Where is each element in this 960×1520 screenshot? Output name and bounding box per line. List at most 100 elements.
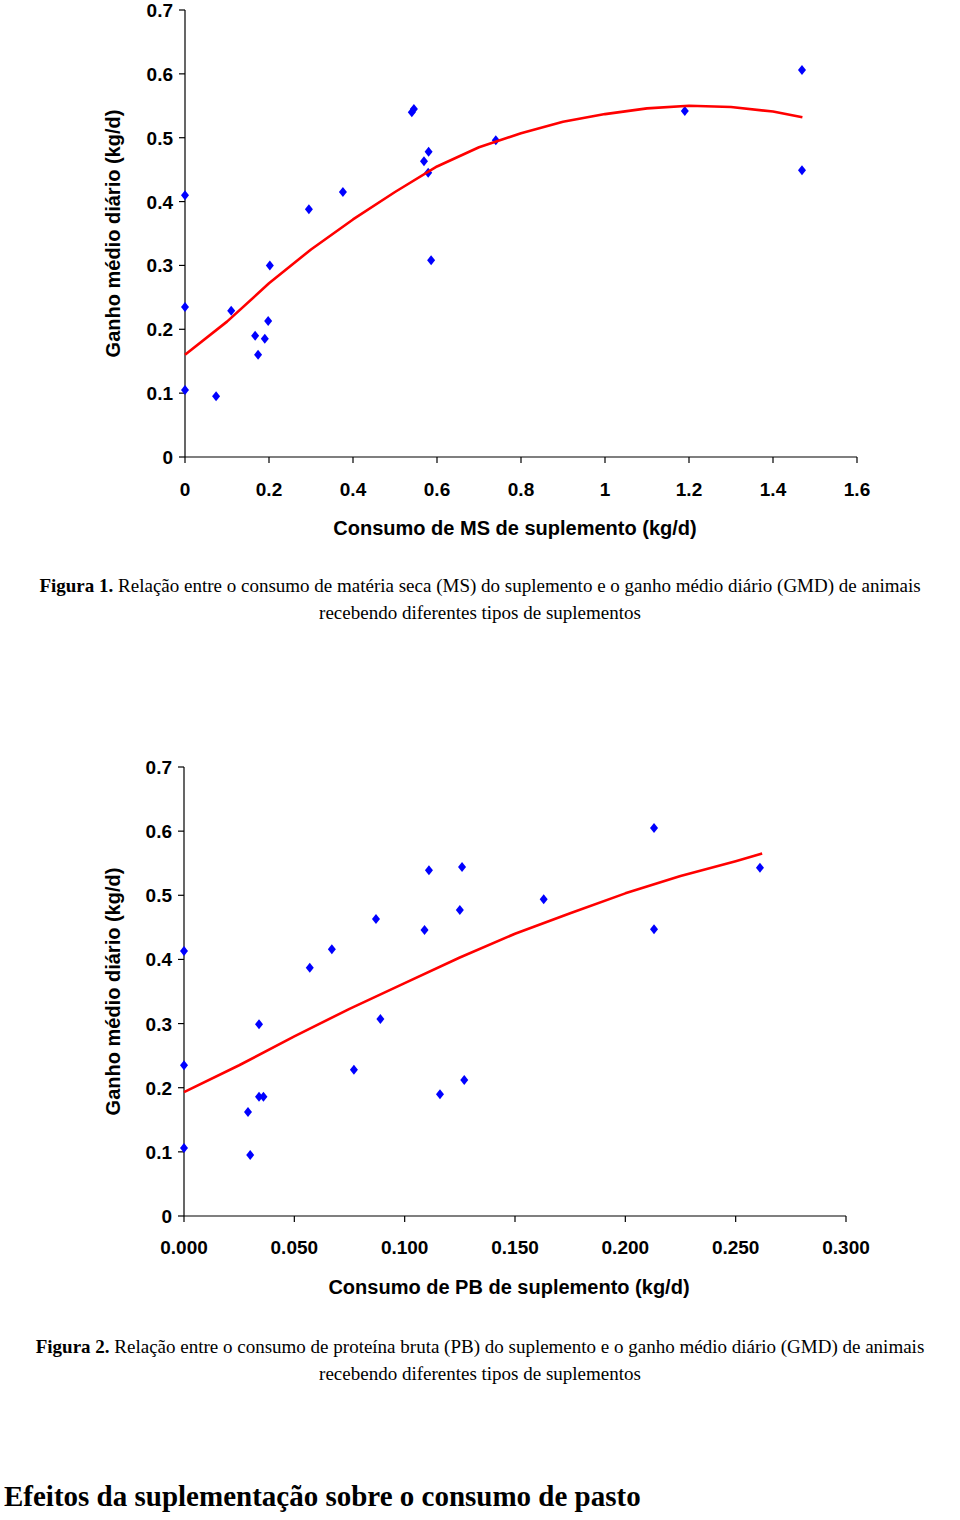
y-tick-label: 0.6 [147, 64, 173, 85]
y-axis-label: Ganho médio diário (kg/d) [102, 110, 124, 358]
x-tick-label: 1.4 [760, 479, 787, 500]
y-tick [179, 329, 185, 330]
data-point [427, 255, 435, 265]
x-tick [604, 457, 605, 463]
data-point [180, 946, 188, 956]
y-tick [179, 73, 185, 74]
y-tick-label: 0 [161, 1206, 172, 1227]
caption-text: Relação entre o consumo de proteína brut… [114, 1336, 924, 1384]
data-point [181, 302, 189, 312]
y-tick [178, 1087, 184, 1088]
y-tick-label: 0.1 [146, 1142, 173, 1163]
data-point [181, 385, 189, 395]
x-tick [856, 457, 857, 463]
caption-label: Figura 2. [36, 1336, 110, 1357]
x-tick [845, 1216, 846, 1222]
data-point [376, 1014, 384, 1024]
data-point [339, 187, 347, 197]
x-tick [352, 457, 353, 463]
caption-label: Figura 1. [39, 575, 113, 596]
y-tick-label: 0.5 [146, 885, 173, 906]
x-tick [183, 1216, 184, 1222]
x-axis-label: Consumo de MS de suplemento (kg/d) [333, 517, 696, 539]
chart: 00.10.20.30.40.50.60.70.0000.0500.1000.1… [102, 757, 870, 1298]
y-tick [178, 831, 184, 832]
fit-curve [185, 106, 802, 355]
x-tick-label: 0.050 [271, 1237, 319, 1258]
x-tick [514, 1216, 515, 1222]
data-point [372, 914, 380, 924]
data-point [180, 1060, 188, 1070]
figure-canvas: 0 0.1 0.2 0.3 0.4 0.5 0.6 0.7 0 0.2 0.4 0.6 0.8 1 1.2 1… [0, 0, 960, 1520]
x-tick-label: 1.2 [676, 479, 702, 500]
data-point [421, 925, 429, 935]
y-tick-label: 0.2 [147, 319, 173, 340]
data-point [259, 1092, 267, 1102]
data-point [650, 823, 658, 833]
x-tick-label: 0.6 [424, 479, 450, 500]
figure-caption: Figura 1. Relação entre o consumo de mat… [2, 572, 958, 626]
x-tick-label: 0.100 [381, 1237, 429, 1258]
data-point [425, 147, 433, 157]
chart: 00.10.20.30.40.50.60.700.20.40.60.811.21… [102, 0, 870, 539]
x-tick-label: 1.6 [844, 479, 870, 500]
y-tick [179, 265, 185, 266]
y-axis-label: Ganho médio diário (kg/d) [102, 868, 124, 1116]
data-point [456, 905, 464, 915]
data-point [305, 204, 313, 214]
x-tick [184, 457, 185, 463]
data-point [181, 190, 189, 200]
y-tick [179, 9, 185, 10]
data-point [255, 1019, 263, 1029]
plot-area [181, 65, 806, 401]
y-tick-label: 0.4 [146, 949, 173, 970]
data-point [798, 165, 806, 175]
y-tick [178, 1023, 184, 1024]
x-tick-label: 0.2 [256, 479, 282, 500]
data-point [650, 924, 658, 934]
data-point [244, 1107, 252, 1117]
x-axis-label: Consumo de PB de suplemento (kg/d) [328, 1276, 689, 1298]
y-tick-label: 0.1 [147, 383, 174, 404]
y-tick-label: 0.3 [147, 255, 173, 276]
y-tick [178, 766, 184, 767]
data-point [261, 334, 269, 344]
data-point [756, 863, 764, 873]
x-tick [520, 457, 521, 463]
x-tick [404, 1216, 405, 1222]
y-tick-label: 0.5 [147, 128, 174, 149]
figure-caption: Figura 2. Relação entre o consumo de pro… [2, 1333, 958, 1387]
y-tick-label: 0.2 [146, 1078, 172, 1099]
y-tick [178, 895, 184, 896]
fit-curve [184, 854, 762, 1093]
x-tick-label: 1 [600, 479, 611, 500]
x-tick-label: 0 [180, 479, 191, 500]
y-tick-label: 0.7 [147, 0, 173, 21]
x-tick [625, 1216, 626, 1222]
x-tick [688, 457, 689, 463]
x-tick [294, 1216, 295, 1222]
data-point [420, 156, 428, 166]
x-tick-label: 0.4 [340, 479, 367, 500]
data-point [266, 260, 274, 270]
y-tick [178, 959, 184, 960]
y-tick [179, 456, 185, 457]
x-tick-label: 0.150 [491, 1237, 539, 1258]
y-tick-label: 0.3 [146, 1014, 172, 1035]
data-point [254, 350, 262, 360]
y-tick-label: 0.4 [147, 192, 174, 213]
data-point [246, 1150, 254, 1160]
data-point [458, 862, 466, 872]
data-point [180, 1143, 188, 1153]
y-tick [178, 1215, 184, 1216]
x-tick-label: 0.8 [508, 479, 534, 500]
y-tick-label: 0.7 [146, 757, 172, 778]
x-tick [436, 457, 437, 463]
x-tick-label: 0.300 [822, 1237, 870, 1258]
data-point [328, 944, 336, 954]
x-tick-label: 0.200 [602, 1237, 650, 1258]
y-tick [179, 137, 185, 138]
data-point [425, 865, 433, 875]
x-tick [268, 457, 269, 463]
data-point [212, 391, 220, 401]
